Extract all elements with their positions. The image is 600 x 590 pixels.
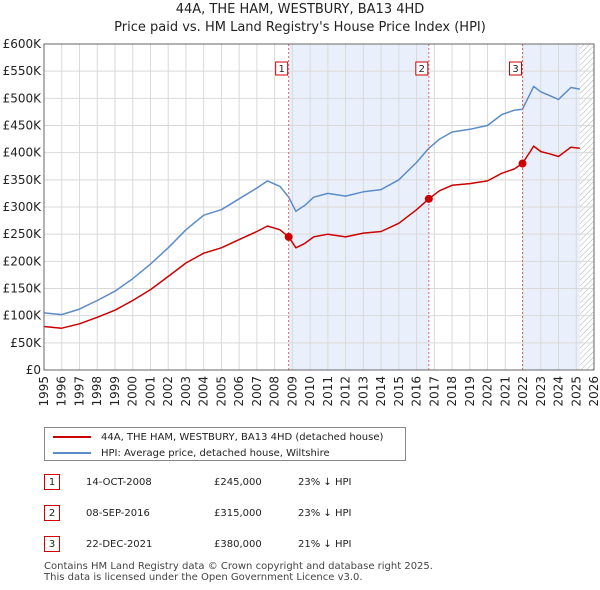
x-tick-label: 1998 bbox=[90, 376, 104, 407]
y-tick-label: £300K bbox=[3, 200, 43, 214]
sale-date: 08-SEP-2016 bbox=[86, 508, 150, 519]
sale-hpi-diff: 23% ↓ HPI bbox=[298, 477, 352, 488]
sale-badge: 1 bbox=[44, 474, 60, 490]
y-tick-label: £200K bbox=[3, 254, 43, 268]
sale-point bbox=[424, 194, 433, 203]
x-tick-label: 2019 bbox=[463, 376, 477, 407]
sale-badge: 3 bbox=[44, 536, 60, 552]
x-tick-label: 2012 bbox=[339, 376, 353, 407]
footer: Contains HM Land Registry data © Crown c… bbox=[44, 561, 433, 583]
y-tick-label: £500K bbox=[3, 91, 43, 105]
x-tick-label: 2001 bbox=[143, 376, 157, 407]
x-tick-label: 2026 bbox=[587, 376, 600, 407]
x-tick-label: 2016 bbox=[410, 376, 424, 407]
x-tick-label: 2005 bbox=[214, 376, 228, 407]
chart-subtitle: Price paid vs. HM Land Registry's House … bbox=[114, 20, 486, 35]
sale-badge: 2 bbox=[44, 505, 60, 521]
y-tick-label: £450K bbox=[3, 119, 43, 133]
sale-row: 3 22-DEC-2021 £380,000 21% ↓ HPI bbox=[44, 536, 464, 554]
sale-label-box bbox=[275, 61, 289, 76]
x-tick-label: 1999 bbox=[108, 376, 122, 407]
sale-label-number: 3 bbox=[512, 64, 518, 75]
x-tick-label: 2015 bbox=[392, 376, 406, 407]
x-tick-label: 2024 bbox=[552, 376, 566, 407]
x-tick-label: 2008 bbox=[268, 376, 282, 407]
legend-label-property: 44A, THE HAM, WESTBURY, BA13 4HD (detach… bbox=[101, 431, 384, 443]
x-tick-label: 2002 bbox=[161, 376, 175, 407]
x-tick-label: 2013 bbox=[356, 376, 370, 407]
x-tick-label: 2003 bbox=[179, 376, 193, 407]
chart-title: 44A, THE HAM, WESTBURY, BA13 4HD bbox=[176, 2, 425, 17]
x-tick-label: 2009 bbox=[285, 376, 299, 407]
x-tick-label: 2007 bbox=[250, 376, 264, 407]
y-tick-label: £100K bbox=[3, 309, 43, 323]
hpi-line bbox=[43, 85, 580, 316]
y-tick-label: £550K bbox=[3, 64, 43, 78]
y-tick-label: £50K bbox=[10, 336, 42, 350]
sale-label-number: 2 bbox=[419, 64, 425, 75]
y-tick-label: £600K bbox=[3, 37, 43, 51]
x-tick-label: 2011 bbox=[321, 376, 335, 407]
y-tick-label: £150K bbox=[3, 282, 43, 296]
sale-hpi-diff: 21% ↓ HPI bbox=[298, 539, 352, 550]
sale-price: £380,000 bbox=[214, 539, 262, 550]
x-tick-label: 1996 bbox=[55, 376, 69, 407]
footer-licence: This data is licensed under the Open Gov… bbox=[44, 572, 363, 583]
sale-price: £245,000 bbox=[214, 477, 262, 488]
legend-swatch-hpi bbox=[53, 452, 91, 454]
legend-label-hpi: HPI: Average price, detached house, Wilt… bbox=[101, 447, 330, 459]
price-chart: 44A, THE HAM, WESTBURY, BA13 4HD Price p… bbox=[3, 2, 600, 407]
y-tick-label: £0 bbox=[26, 363, 41, 377]
x-tick-label: 2023 bbox=[534, 376, 548, 407]
y-tick-label: £350K bbox=[3, 173, 43, 187]
x-tick-label: 2018 bbox=[445, 376, 459, 407]
sale-row: 1 14-OCT-2008 £245,000 23% ↓ HPI bbox=[44, 474, 464, 492]
sale-point bbox=[284, 232, 293, 241]
sale-row: 2 08-SEP-2016 £315,000 23% ↓ HPI bbox=[44, 505, 464, 523]
x-tick-label: 2004 bbox=[197, 376, 211, 407]
x-tick-label: 1995 bbox=[37, 376, 51, 407]
sale-date: 14-OCT-2008 bbox=[86, 477, 152, 488]
plot-border bbox=[43, 43, 595, 371]
x-tick-label: 2010 bbox=[303, 376, 317, 407]
sale-label-box bbox=[509, 61, 522, 76]
legend-swatch-property bbox=[53, 436, 91, 438]
footer-copyright: Contains HM Land Registry data © Crown c… bbox=[44, 561, 433, 572]
x-tick-label: 2021 bbox=[498, 376, 512, 407]
y-tick-label: £250K bbox=[3, 227, 43, 241]
x-tick-label: 2000 bbox=[126, 376, 140, 407]
sale-point bbox=[518, 159, 527, 168]
y-tick-label: £400K bbox=[3, 146, 43, 160]
legend-item-property: 44A, THE HAM, WESTBURY, BA13 4HD (detach… bbox=[53, 429, 383, 445]
x-tick-label: 2017 bbox=[427, 376, 441, 407]
x-tick-label: 2014 bbox=[374, 376, 388, 407]
x-tick-label: 2006 bbox=[232, 376, 246, 407]
sale-label-box bbox=[415, 61, 429, 76]
x-tick-label: 2025 bbox=[569, 376, 583, 407]
sale-label-number: 1 bbox=[278, 64, 284, 75]
x-tick-label: 1997 bbox=[72, 376, 86, 407]
legend-item-hpi: HPI: Average price, detached house, Wilt… bbox=[53, 445, 330, 461]
legend: 44A, THE HAM, WESTBURY, BA13 4HD (detach… bbox=[44, 427, 406, 461]
sale-price: £315,000 bbox=[214, 508, 262, 519]
x-tick-label: 2020 bbox=[481, 376, 495, 407]
sale-date: 22-DEC-2021 bbox=[86, 539, 153, 550]
x-tick-label: 2022 bbox=[516, 376, 530, 407]
sale-hpi-diff: 23% ↓ HPI bbox=[298, 508, 352, 519]
